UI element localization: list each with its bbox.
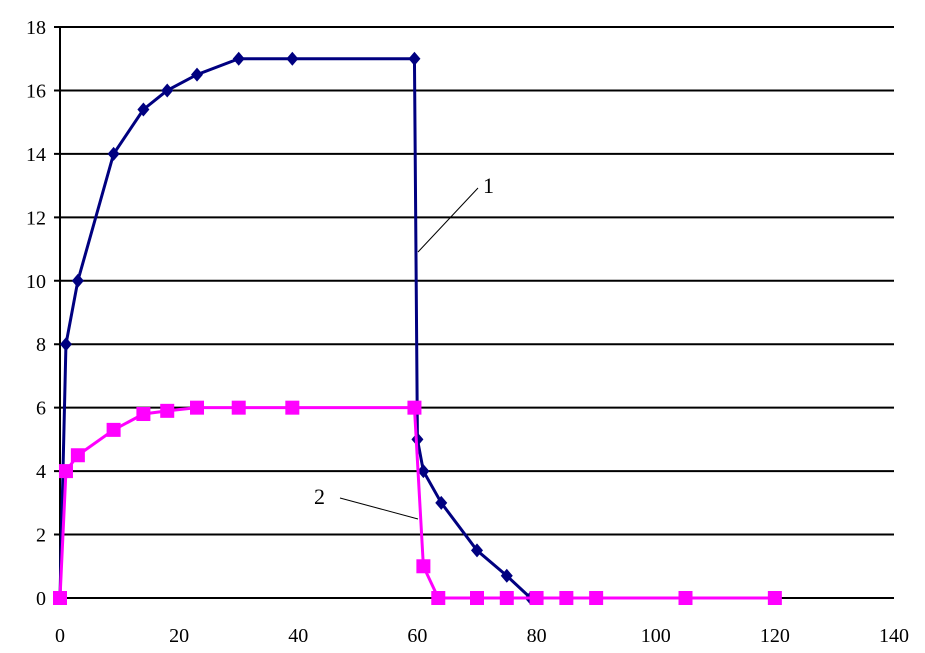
annotation-1-label: 1 (483, 173, 494, 198)
series-2-point (231, 400, 246, 415)
x-tick-label: 0 (55, 625, 65, 647)
x-tick-label: 140 (879, 625, 909, 647)
y-tick-labels: 0 2 4 6 8 10 12 14 16 18 (26, 17, 46, 610)
series-1-point (417, 464, 430, 479)
series-2-point (529, 591, 544, 605)
series-2-point (767, 591, 782, 605)
series-2-point (470, 591, 484, 605)
series-1-line (58, 57, 532, 600)
series-2-point (499, 591, 514, 605)
series-2-point (589, 591, 604, 605)
x-tick-labels: 0 20 40 60 80 100 120 140 (55, 625, 909, 647)
series-2-point (136, 407, 151, 422)
series-2-point (285, 400, 300, 415)
series-1-point (471, 543, 483, 558)
series-1-point (500, 568, 513, 583)
series-2-point (678, 591, 693, 605)
x-tick-label: 100 (641, 625, 671, 647)
y-tick-label: 0 (36, 588, 46, 610)
series-2-point (58, 464, 73, 479)
x-tick-label: 40 (288, 625, 308, 647)
series-1-point (71, 273, 84, 288)
series-1-point (191, 67, 204, 82)
y-tick-label: 10 (26, 271, 46, 293)
y-tick-label: 18 (26, 17, 46, 39)
series-2-point (70, 448, 85, 463)
series-2-point (431, 591, 446, 605)
x-tick-label: 20 (169, 625, 189, 647)
gridlines (54, 26, 894, 599)
x-tick-label: 60 (407, 625, 427, 647)
annotation-2: 2 (314, 484, 419, 520)
y-tick-label: 8 (36, 334, 46, 356)
series-1 (54, 51, 537, 605)
series-1-point (137, 102, 150, 117)
series-2 (53, 400, 782, 605)
y-tick-label: 14 (26, 144, 46, 166)
series-1-point (435, 495, 448, 510)
series-group (53, 51, 782, 605)
series-2-point (53, 591, 67, 605)
series-1-point (232, 51, 245, 66)
series-1-point (161, 83, 174, 98)
series-2-point (190, 400, 205, 415)
series-1-point (408, 51, 421, 66)
series-1-point (286, 51, 299, 66)
y-tick-label: 12 (26, 207, 46, 229)
y-tick-label: 4 (36, 461, 46, 483)
series-1-point (59, 337, 72, 352)
series-1-point (107, 146, 120, 161)
series-2-point (559, 591, 574, 605)
y-tick-label: 2 (36, 525, 46, 547)
y-tick-label: 16 (26, 80, 46, 102)
series-2-point (160, 403, 175, 418)
series-2-point (416, 559, 431, 574)
series-2-point (407, 400, 422, 415)
x-tick-label: 120 (760, 625, 790, 647)
annotation-2-label: 2 (314, 484, 325, 509)
annotation-1: 1 (417, 173, 494, 253)
y-tick-label: 6 (36, 398, 46, 420)
annotation-1-leader (417, 187, 479, 253)
x-tick-label: 80 (527, 625, 547, 647)
series-2-point (106, 422, 121, 437)
annotation-2-leader (339, 497, 419, 520)
